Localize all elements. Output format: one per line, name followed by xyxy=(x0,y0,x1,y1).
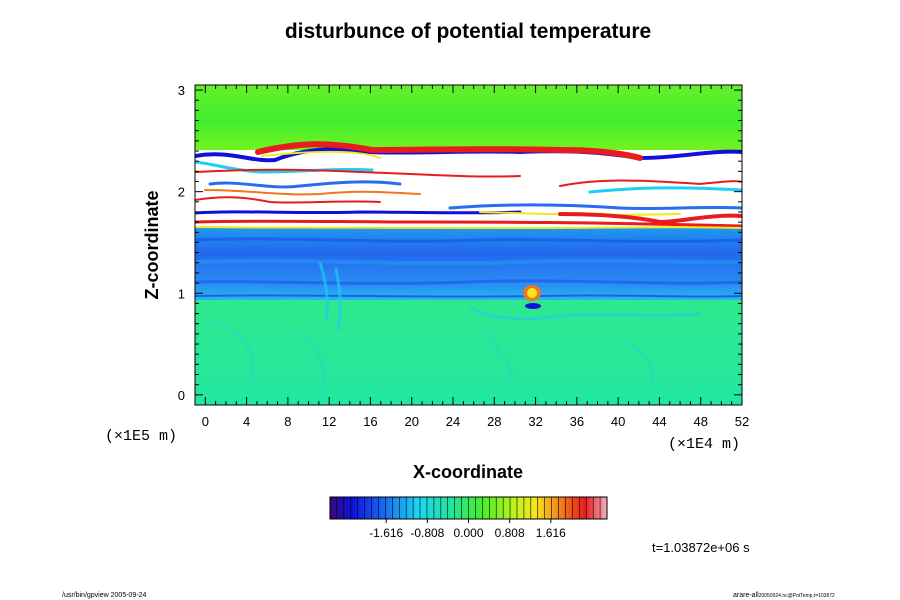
x-unit-label: (×1E4 m) xyxy=(668,436,740,453)
footer-right-main: arare-all xyxy=(733,592,759,599)
x-tick-label: 24 xyxy=(446,414,460,429)
x-tick-label: 20 xyxy=(405,414,419,429)
x-tick-label: 28 xyxy=(487,414,501,429)
colorbar-tick-label: 0.000 xyxy=(453,526,483,540)
time-label: t=1.03872e+06 s xyxy=(652,540,750,555)
colorbar-tick-label: -0.808 xyxy=(410,526,444,540)
x-tick-label: 48 xyxy=(693,414,707,429)
footer-right: arare-all20050924.nc@PotTemp,t=103872 xyxy=(733,592,835,599)
x-ticks: 0 4 8 12 16 20 24 28 32 36 40 44 48 52 xyxy=(194,85,749,429)
x-tick-label: 52 xyxy=(735,414,749,429)
y-ticks: 0 1 2 3 xyxy=(178,83,742,406)
y-unit-label: (×1E5 m) xyxy=(105,428,177,445)
x-tick-label: 8 xyxy=(284,414,291,429)
y-axis-label: Z-coordinate xyxy=(142,190,162,299)
heatmap-lower-band xyxy=(195,300,742,405)
x-tick-label: 32 xyxy=(528,414,542,429)
heatmap-field xyxy=(195,85,742,405)
x-tick-label: 40 xyxy=(611,414,625,429)
footer-left: /usr/bin/gpview 2005-09-24 xyxy=(62,592,147,599)
x-axis-label: X-coordinate xyxy=(413,462,523,482)
colorbar-tick-label: -1.616 xyxy=(369,526,403,540)
y-tick-label: 1 xyxy=(178,286,185,301)
heatmap-upper-band xyxy=(195,85,742,155)
x-tick-label: 4 xyxy=(243,414,250,429)
heatmap-anomaly xyxy=(523,285,541,309)
y-tick-label: 2 xyxy=(178,185,185,200)
colorbar-tick-label: 1.616 xyxy=(536,526,566,540)
heatmap-blue-band xyxy=(195,225,742,305)
x-tick-label: 12 xyxy=(322,414,336,429)
y-tick-label: 3 xyxy=(178,83,185,98)
footer-right-detail: 20050924.nc@PotTemp,t=103872 xyxy=(759,593,835,599)
x-tick-label: 36 xyxy=(570,414,584,429)
chart-title: disturbunce of potential temperature xyxy=(285,20,651,43)
x-tick-label: 44 xyxy=(652,414,666,429)
heatmap-filaments xyxy=(195,141,742,230)
y-tick-label: 0 xyxy=(178,388,185,403)
heatmap-streaks xyxy=(195,237,742,396)
x-tick-label: 0 xyxy=(202,414,209,429)
colorbar-ticks: -1.616 -0.808 0.000 0.808 1.616 xyxy=(336,497,601,540)
plot-frame xyxy=(194,84,743,406)
x-tick-label: 16 xyxy=(363,414,377,429)
colorbar-tick-label: 0.808 xyxy=(495,526,525,540)
